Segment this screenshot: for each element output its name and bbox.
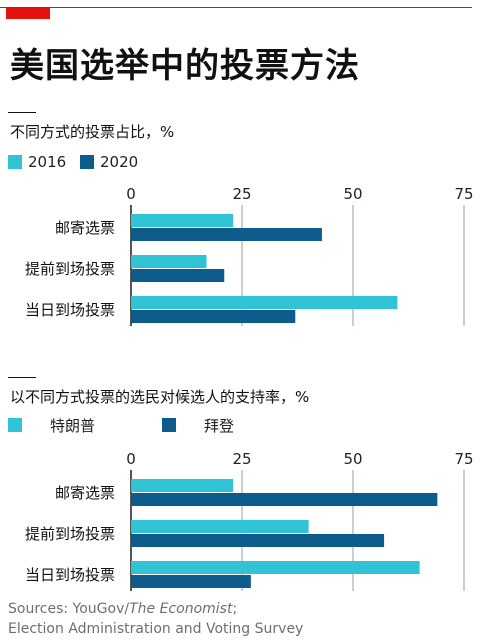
chart1-legend-label-2016: 2016 xyxy=(28,153,67,171)
chart2-subtitle: 以不同方式投票的选民对候选人的支持率，% xyxy=(10,388,310,406)
chart1-legend-swatch-2016 xyxy=(8,155,22,169)
chart2-legend-item-trump: 特朗普 xyxy=(8,414,95,436)
chart2-bar-2-1 xyxy=(131,575,251,588)
sources-suffix: ; xyxy=(232,601,238,617)
chart1-bar-1-1 xyxy=(131,269,225,282)
chart1-legend-item-2016: 2016 xyxy=(8,151,66,173)
chart2-legend-swatch-trump xyxy=(8,418,22,432)
chart1-legend-swatch-2020 xyxy=(80,155,94,169)
chart1-bar-0-0 xyxy=(131,214,234,227)
chart2-category-label-2: 当日到场投票 xyxy=(25,566,115,584)
chart1-category-label-2: 当日到场投票 xyxy=(25,301,115,319)
chart2-bar-0-0 xyxy=(131,479,234,492)
chart1-category-label-1: 提前到场投票 xyxy=(25,260,115,278)
sources-prefix: Sources: YouGov/ xyxy=(8,601,130,617)
chart1-tick-label-50: 50 xyxy=(343,185,362,203)
chart2-bar-2-0 xyxy=(131,561,420,574)
chart1-tick-label-0: 0 xyxy=(126,185,136,203)
chart2-tick-label-25: 25 xyxy=(232,450,251,468)
sources-note: Sources: YouGov/The Economist; Election … xyxy=(8,599,303,639)
brand-red-block xyxy=(6,7,50,19)
page-title: 美国选举中的投票方法 xyxy=(10,46,360,86)
chart1-bar-0-1 xyxy=(131,228,322,241)
chart1-subtitle: 不同方式的投票占比，% xyxy=(10,123,175,141)
chart1-bar-1-0 xyxy=(131,255,207,268)
chart1-legend-label-2020: 2020 xyxy=(100,153,139,171)
chart2-bar-1-0 xyxy=(131,520,309,533)
chart2-tick-label-0: 0 xyxy=(126,450,136,468)
chart2-bar-0-1 xyxy=(131,493,438,506)
brand-red-rule xyxy=(0,7,472,8)
chart2-legend-item-biden: 拜登 xyxy=(162,414,234,436)
chart1-bar-2-0 xyxy=(131,296,398,309)
chart1-tick-label-25: 25 xyxy=(232,185,251,203)
chart1-legend-item-2020: 2020 xyxy=(80,151,138,173)
chart2-tick-label-75: 75 xyxy=(454,450,473,468)
chart2-legend-label-biden: 拜登 xyxy=(204,416,235,435)
sources-line-1: Sources: YouGov/The Economist; xyxy=(8,599,303,619)
chart2-legend-swatch-biden xyxy=(162,418,176,432)
sources-line-2: Election Administration and Voting Surve… xyxy=(8,621,304,637)
chart2-bar-1-1 xyxy=(131,534,385,547)
chart1-tick-label-75: 75 xyxy=(454,185,473,203)
chart2-category-label-1: 提前到场投票 xyxy=(25,525,115,543)
chart2-legend-label-trump: 特朗普 xyxy=(50,416,96,435)
chart1-bar-2-1 xyxy=(131,310,296,323)
chart2-tick-label-50: 50 xyxy=(343,450,362,468)
sources-publication: The Economist xyxy=(129,601,233,617)
chart1-rule xyxy=(8,112,36,113)
chart1-category-label-0: 邮寄选票 xyxy=(55,219,115,237)
chart2-category-label-0: 邮寄选票 xyxy=(55,484,115,502)
chart2-rule xyxy=(8,377,36,378)
